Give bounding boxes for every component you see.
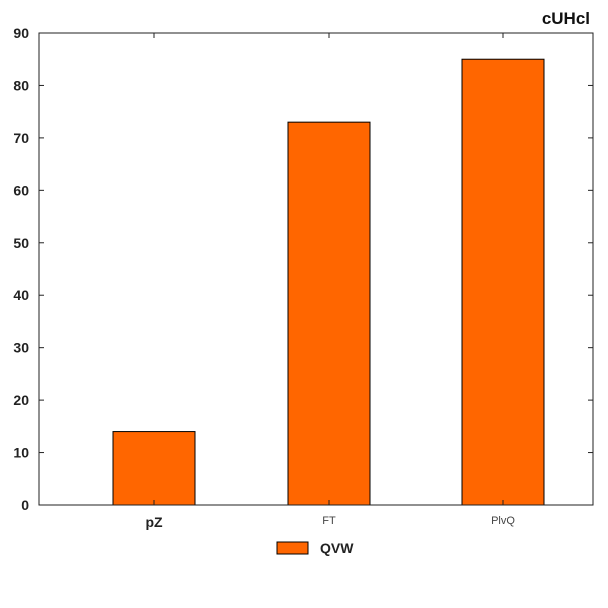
y-tick-label: 10	[13, 445, 29, 461]
y-tick-label: 90	[13, 25, 29, 41]
x-tick-label: FT	[322, 515, 336, 527]
y-tick-label: 50	[13, 235, 29, 251]
y-tick-label: 30	[13, 340, 29, 356]
chart-title: cUHcl	[542, 9, 590, 28]
y-tick-label: 80	[13, 77, 29, 93]
legend-label: QVW	[320, 540, 354, 556]
y-tick-label: 40	[13, 287, 29, 303]
y-tick-label: 0	[21, 497, 29, 513]
x-tick-label: PlvQ	[491, 515, 515, 527]
bars-group	[112, 58, 545, 506]
x-tick-label: pZ	[145, 514, 163, 530]
legend: QVW	[276, 540, 354, 556]
y-axis: 0 10 20 30 40 50 60 70 80 90	[13, 25, 593, 513]
legend-swatch	[276, 541, 309, 555]
y-tick-label: 60	[13, 182, 29, 198]
bar-PlvQ	[461, 58, 545, 506]
plot-frame	[38, 32, 594, 506]
y-tick-label: 70	[13, 130, 29, 146]
y-tick-label: 20	[13, 392, 29, 408]
x-axis: pZ FT PlvQ	[145, 33, 515, 530]
bar-pZ	[112, 431, 196, 506]
bar-FT	[287, 121, 371, 506]
